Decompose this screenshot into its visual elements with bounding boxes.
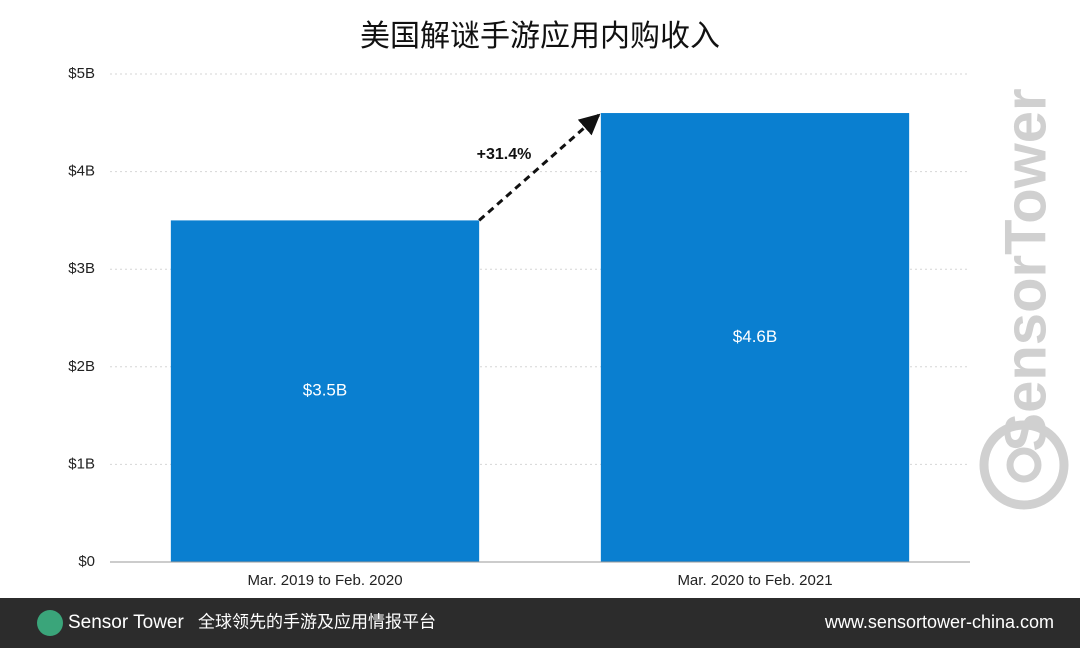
y-tick-label: $4B <box>68 163 95 180</box>
footer-brand: Sensor Tower <box>68 612 184 633</box>
footer-slogan: 全球领先的手游及应用情报平台 <box>198 612 436 631</box>
x-tick-label: Mar. 2019 to Feb. 2020 <box>247 572 402 589</box>
y-tick-label: $1B <box>68 455 95 472</box>
bar <box>600 113 910 562</box>
annotation: +31.4% <box>477 146 532 163</box>
y-tick-label: $0 <box>78 553 95 570</box>
y-tick-label: $2B <box>68 358 95 375</box>
data-label: $3.5B <box>303 381 347 400</box>
footer-logo <box>37 610 63 636</box>
footer-bar <box>0 598 1080 648</box>
watermark: SensorTower <box>993 88 1058 451</box>
y-tick-label: $3B <box>68 260 95 277</box>
footer-url: www.sensortower-china.com <box>824 612 1054 632</box>
watermark-logo <box>1006 447 1042 483</box>
watermark-logo <box>979 420 1069 510</box>
x-tick-label: Mar. 2020 to Feb. 2021 <box>677 572 832 589</box>
data-label: $4.6B <box>733 327 777 346</box>
chart-title: 美国解谜手游应用内购收入 <box>360 20 720 53</box>
bar <box>170 220 480 562</box>
y-tick-label: $5B <box>68 65 95 82</box>
growth-arrow <box>478 113 601 222</box>
